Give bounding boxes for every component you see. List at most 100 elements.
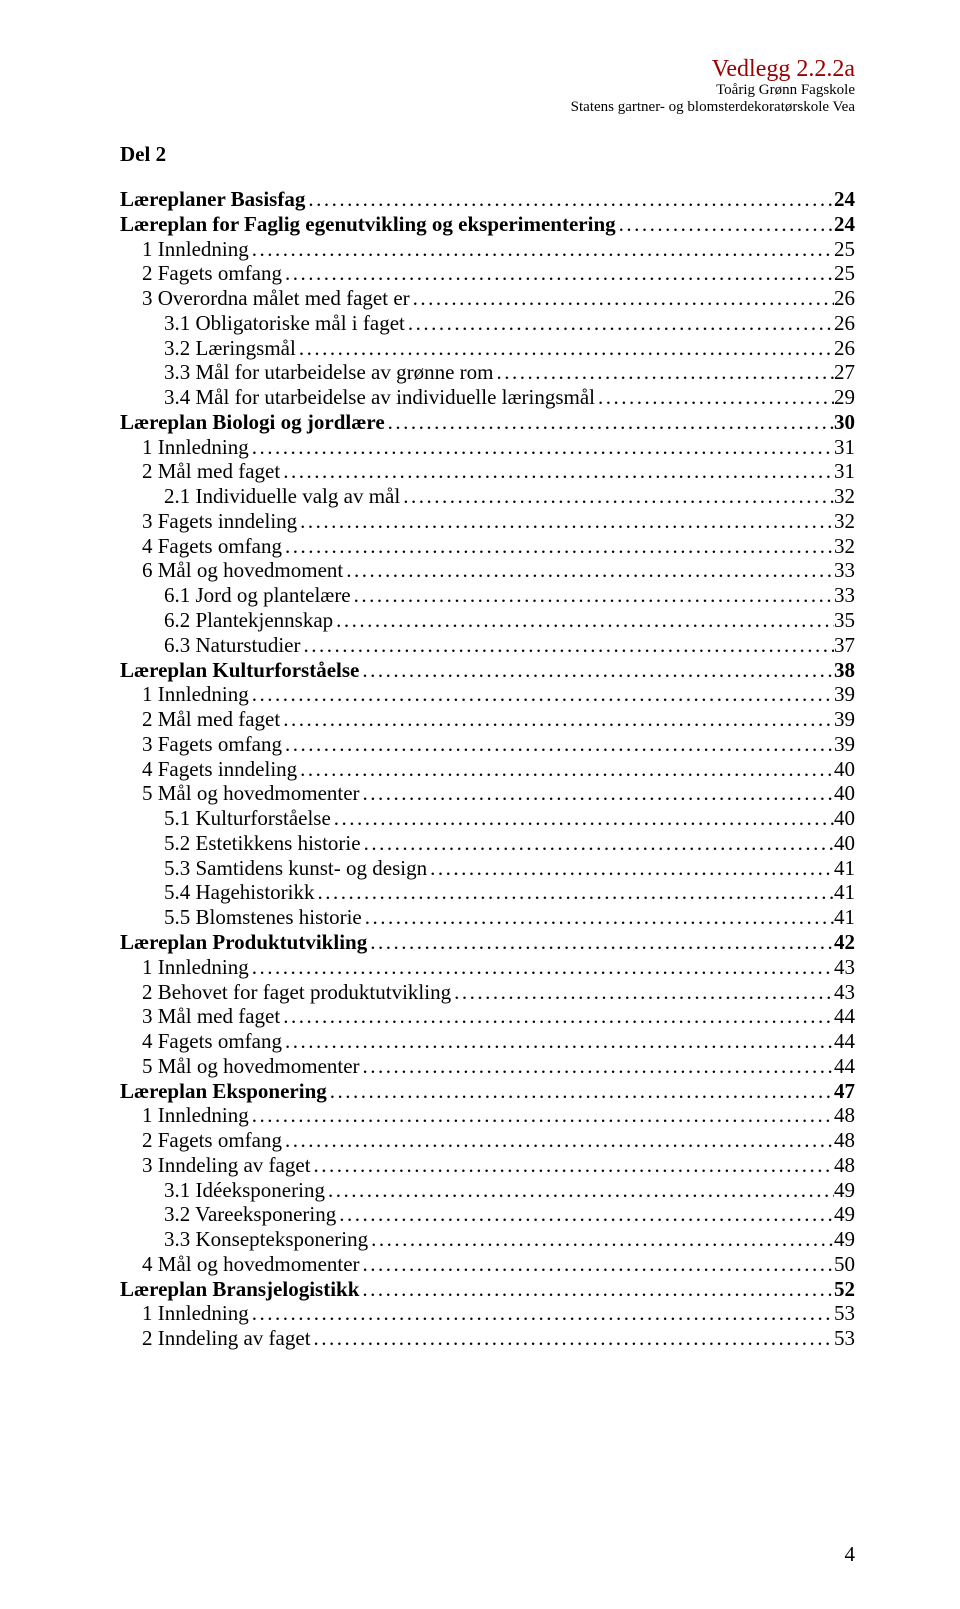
toc-page: 32 <box>834 509 855 534</box>
toc-dots <box>359 1277 834 1302</box>
toc-row: 4 Mål og hovedmomenter 50 <box>120 1252 855 1277</box>
toc-row: 5 Mål og hovedmomenter 44 <box>120 1054 855 1079</box>
toc-dots <box>360 781 834 806</box>
toc-row: 5.2 Estetikkens historie 40 <box>120 831 855 856</box>
toc-label: 3.1 Idéeksponering <box>120 1178 325 1203</box>
toc-label: 3.4 Mål for utarbeidelse av individuelle… <box>120 385 595 410</box>
toc-row: 3 Overordna målet med faget er 26 <box>120 286 855 311</box>
toc-row: 3.3 Mål for utarbeidelse av grønne rom 2… <box>120 360 855 385</box>
toc-row: 2 Behovet for faget produktutvikling 43 <box>120 980 855 1005</box>
toc-dots <box>314 880 834 905</box>
toc-dots <box>300 633 834 658</box>
toc-page: 37 <box>834 633 855 658</box>
toc-dots <box>282 732 834 757</box>
toc-label: 2 Mål med faget <box>120 459 280 484</box>
toc-label: 4 Mål og hovedmomenter <box>120 1252 360 1277</box>
toc-page: 27 <box>834 360 855 385</box>
toc-label: 5.2 Estetikkens historie <box>120 831 361 856</box>
toc-row: 2 Mål med faget 31 <box>120 459 855 484</box>
toc-page: 40 <box>834 781 855 806</box>
toc-row: 5 Mål og hovedmomenter 40 <box>120 781 855 806</box>
toc-page: 41 <box>834 905 855 930</box>
toc-row: 1 Innledning 53 <box>120 1301 855 1326</box>
toc-page: 32 <box>834 484 855 509</box>
toc-label: 1 Innledning <box>120 955 249 980</box>
toc-label: 2 Inndeling av faget <box>120 1326 311 1351</box>
toc-dots <box>249 1301 834 1326</box>
toc-dots <box>362 905 834 930</box>
toc-row: 4 Fagets inndeling 40 <box>120 757 855 782</box>
toc-page: 40 <box>834 757 855 782</box>
toc-label: 4 Fagets omfang <box>120 534 282 559</box>
toc-dots <box>410 286 834 311</box>
toc-page: 53 <box>834 1326 855 1351</box>
toc-row: 2 Inndeling av faget 53 <box>120 1326 855 1351</box>
toc-dots <box>343 558 834 583</box>
toc-page: 42 <box>834 930 855 955</box>
toc-row: Læreplan Produktutvikling 42 <box>120 930 855 955</box>
toc-dots <box>305 187 834 212</box>
toc-page: 41 <box>834 880 855 905</box>
toc-row: 3.1 Idéeksponering 49 <box>120 1178 855 1203</box>
toc-row: 3.2 Læringsmål 26 <box>120 336 855 361</box>
toc-label: 3 Fagets inndeling <box>120 509 297 534</box>
toc-page: 31 <box>834 435 855 460</box>
toc-dots <box>385 410 834 435</box>
toc-label: Læreplaner Basisfag <box>120 187 305 212</box>
toc-label: Læreplan Biologi og jordlære <box>120 410 385 435</box>
toc-row: 3.3 Konsepteksponering 49 <box>120 1227 855 1252</box>
toc-page: 47 <box>834 1079 855 1104</box>
toc-label: 1 Innledning <box>120 1103 249 1128</box>
toc-row: 6.3 Naturstudier 37 <box>120 633 855 658</box>
header-right: Vedlegg 2.2.2a Toårig Grønn Fagskole Sta… <box>571 56 855 115</box>
toc-row: 2 Mål med faget 39 <box>120 707 855 732</box>
toc-dots <box>351 583 834 608</box>
toc-page: 39 <box>834 682 855 707</box>
toc-dots <box>367 930 834 955</box>
toc-label: 5.3 Samtidens kunst- og design <box>120 856 427 881</box>
toc-page: 40 <box>834 831 855 856</box>
toc-row: 4 Fagets omfang 44 <box>120 1029 855 1054</box>
table-of-contents: Læreplaner Basisfag 24Læreplan for Fagli… <box>120 187 855 1351</box>
toc-label: Læreplan Eksponering <box>120 1079 327 1104</box>
toc-dots <box>282 1029 834 1054</box>
toc-dots <box>333 608 834 633</box>
toc-page: 44 <box>834 1004 855 1029</box>
toc-page: 43 <box>834 955 855 980</box>
toc-dots <box>427 856 834 881</box>
toc-page: 31 <box>834 459 855 484</box>
toc-dots <box>297 757 834 782</box>
toc-label: 3.3 Konsepteksponering <box>120 1227 368 1252</box>
toc-row: 3.2 Vareeksponering 49 <box>120 1202 855 1227</box>
toc-label: 5.4 Hagehistorikk <box>120 880 314 905</box>
toc-label: 2 Fagets omfang <box>120 261 282 286</box>
toc-label: 6.1 Jord og plantelære <box>120 583 351 608</box>
header-sub2: Statens gartner- og blomsterdekoratørsko… <box>571 99 855 116</box>
toc-page: 39 <box>834 732 855 757</box>
toc-page: 44 <box>834 1054 855 1079</box>
toc-label: 2.1 Individuelle valg av mål <box>120 484 400 509</box>
toc-dots <box>400 484 834 509</box>
toc-page: 25 <box>834 237 855 262</box>
page: Vedlegg 2.2.2a Toårig Grønn Fagskole Sta… <box>0 0 960 1609</box>
toc-dots <box>616 212 834 237</box>
toc-label: 2 Mål med faget <box>120 707 280 732</box>
toc-dots <box>368 1227 834 1252</box>
toc-page: 30 <box>834 410 855 435</box>
toc-label: 4 Fagets omfang <box>120 1029 282 1054</box>
toc-page: 49 <box>834 1178 855 1203</box>
toc-row: Læreplaner Basisfag 24 <box>120 187 855 212</box>
toc-row: 4 Fagets omfang 32 <box>120 534 855 559</box>
toc-label: 3.2 Vareeksponering <box>120 1202 336 1227</box>
toc-dots <box>311 1326 834 1351</box>
toc-dots <box>336 1202 834 1227</box>
toc-row: 1 Innledning 31 <box>120 435 855 460</box>
toc-label: 1 Innledning <box>120 1301 249 1326</box>
toc-row: 6 Mål og hovedmoment 33 <box>120 558 855 583</box>
toc-row: 3.1 Obligatoriske mål i faget 26 <box>120 311 855 336</box>
toc-dots <box>327 1079 834 1104</box>
toc-row: 1 Innledning 25 <box>120 237 855 262</box>
toc-page: 53 <box>834 1301 855 1326</box>
toc-dots <box>249 682 834 707</box>
section-title: Del 2 <box>120 142 855 167</box>
